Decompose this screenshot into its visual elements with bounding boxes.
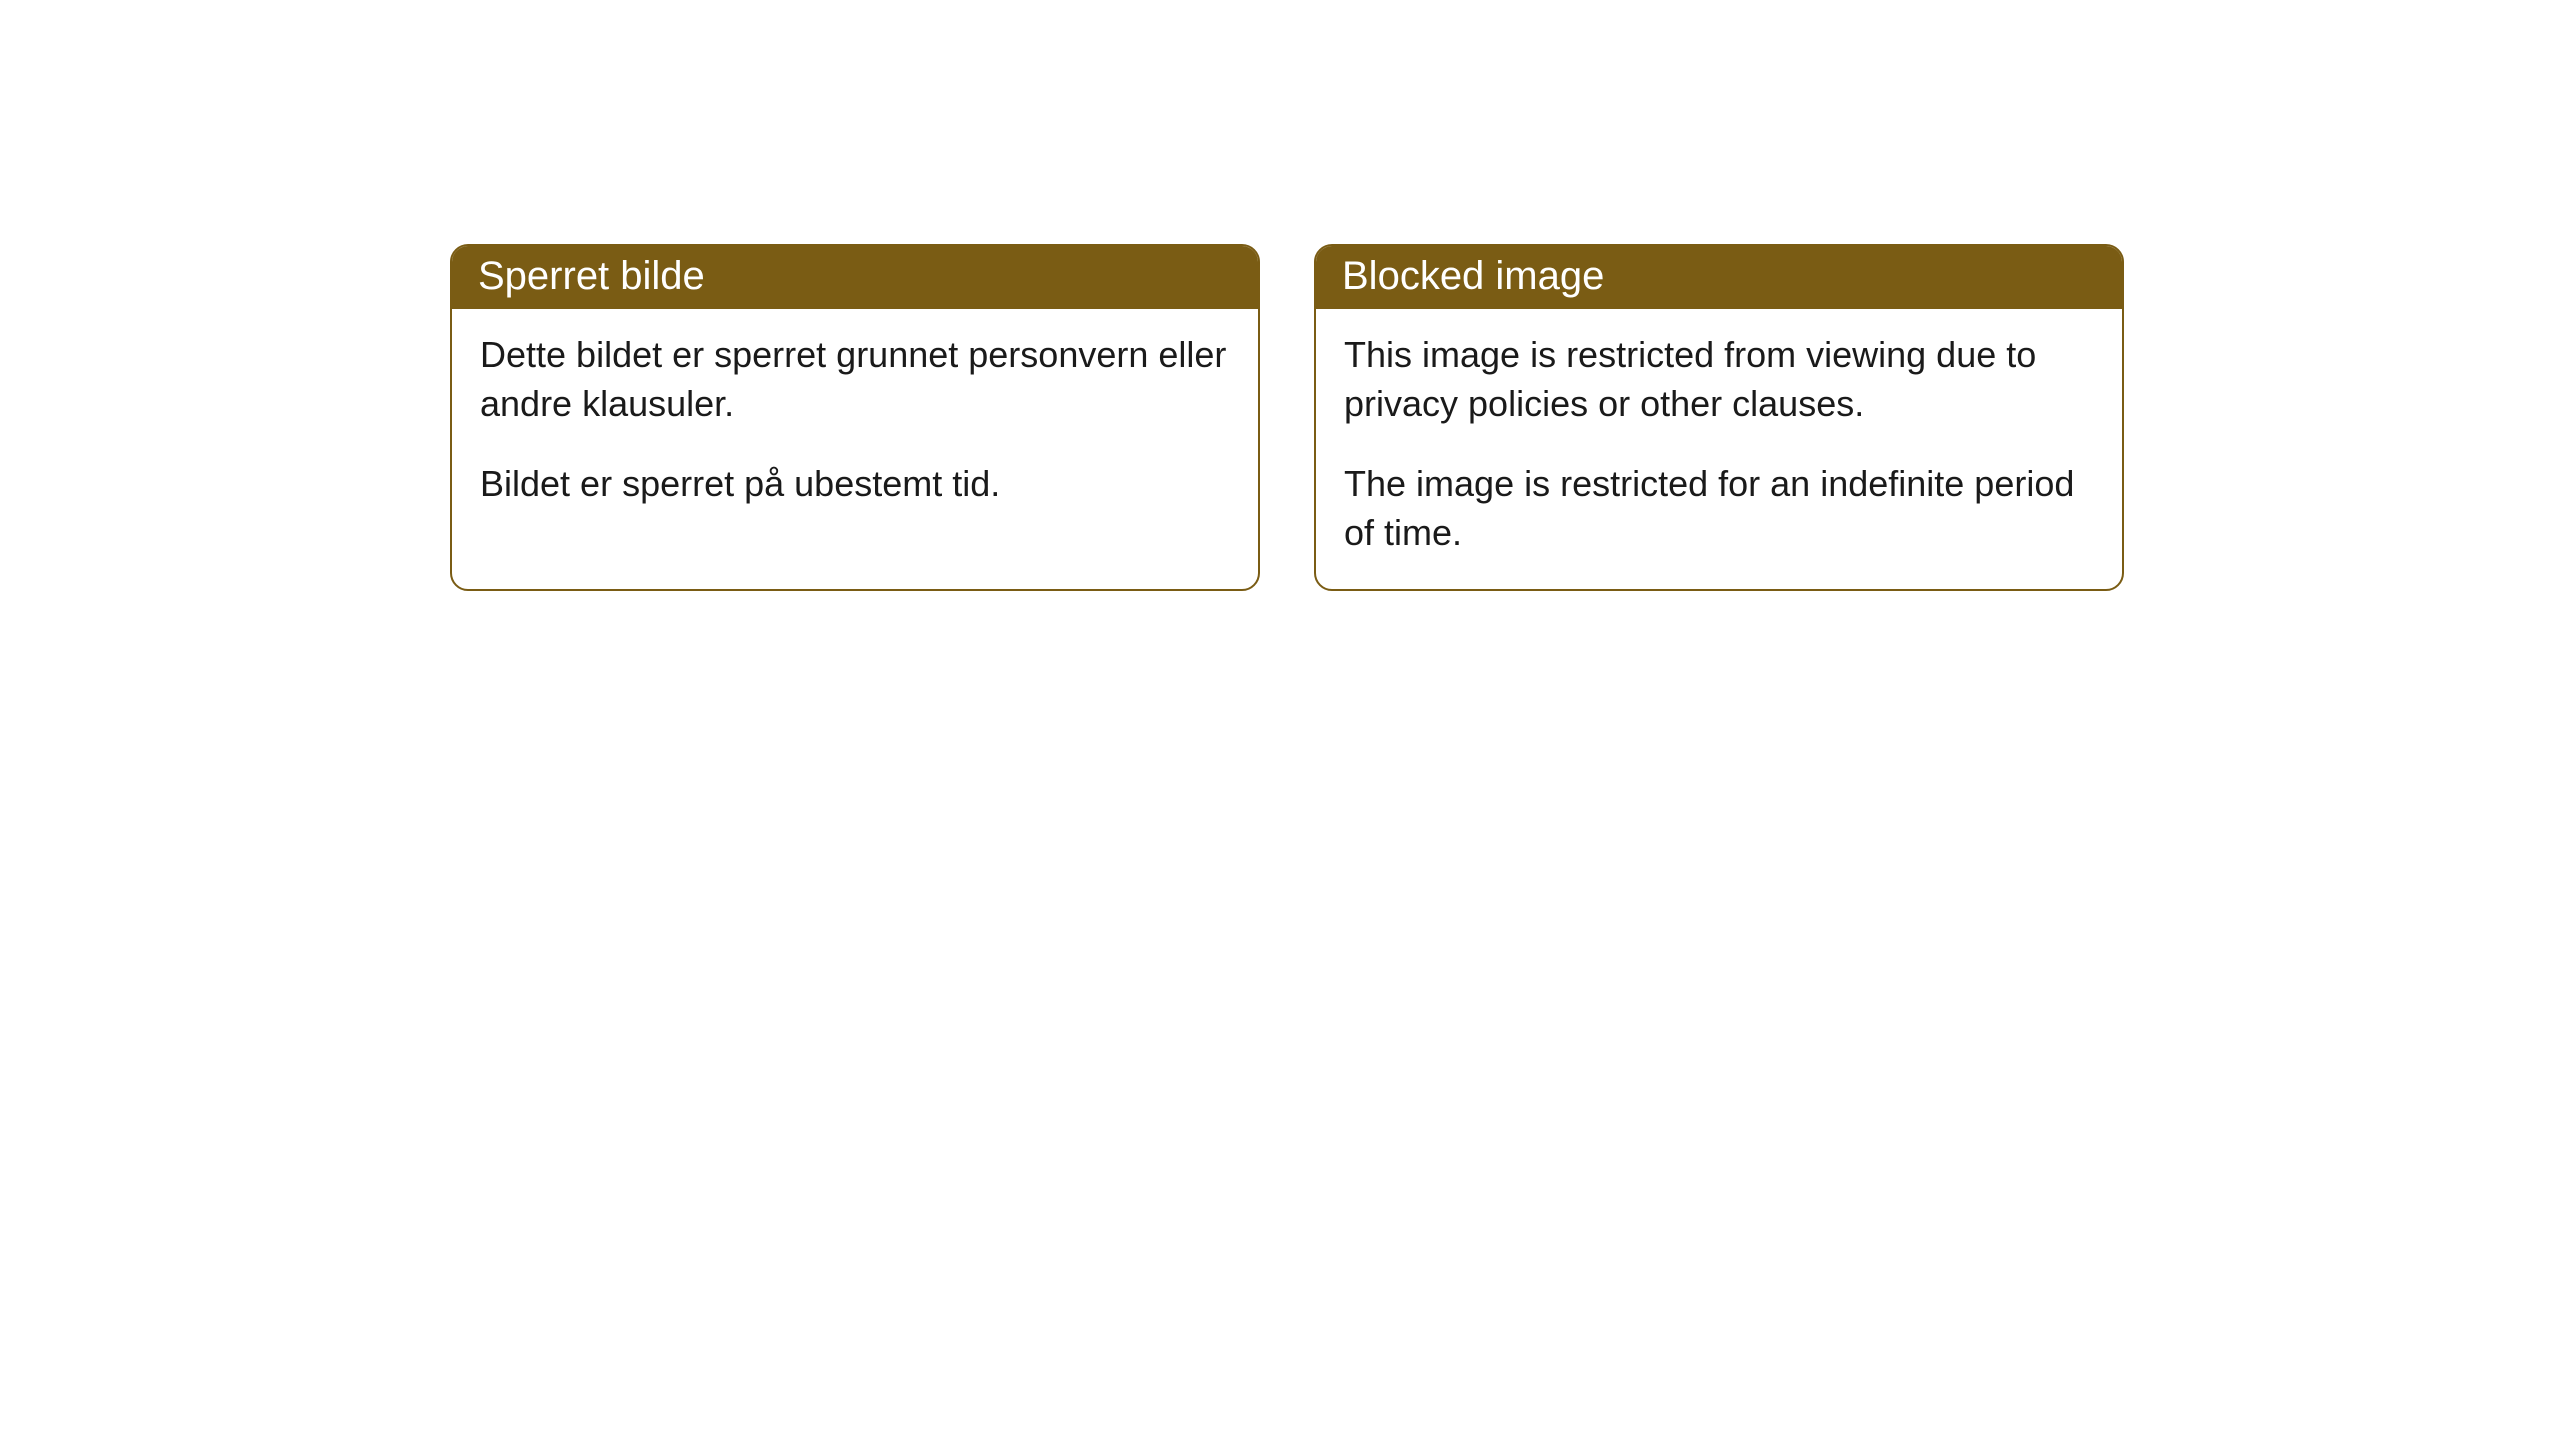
notice-body-english: This image is restricted from viewing du… (1316, 309, 2122, 589)
notice-body-norwegian: Dette bildet er sperret grunnet personve… (452, 309, 1258, 541)
notice-card-english: Blocked image This image is restricted f… (1314, 244, 2124, 591)
notice-paragraph-2-english: The image is restricted for an indefinit… (1344, 460, 2094, 557)
notice-cards-container: Sperret bilde Dette bildet er sperret gr… (450, 244, 2124, 591)
notice-paragraph-1-english: This image is restricted from viewing du… (1344, 331, 2094, 428)
notice-paragraph-1-norwegian: Dette bildet er sperret grunnet personve… (480, 331, 1230, 428)
notice-card-norwegian: Sperret bilde Dette bildet er sperret gr… (450, 244, 1260, 591)
notice-title-norwegian: Sperret bilde (452, 246, 1258, 309)
notice-title-english: Blocked image (1316, 246, 2122, 309)
notice-paragraph-2-norwegian: Bildet er sperret på ubestemt tid. (480, 460, 1230, 509)
